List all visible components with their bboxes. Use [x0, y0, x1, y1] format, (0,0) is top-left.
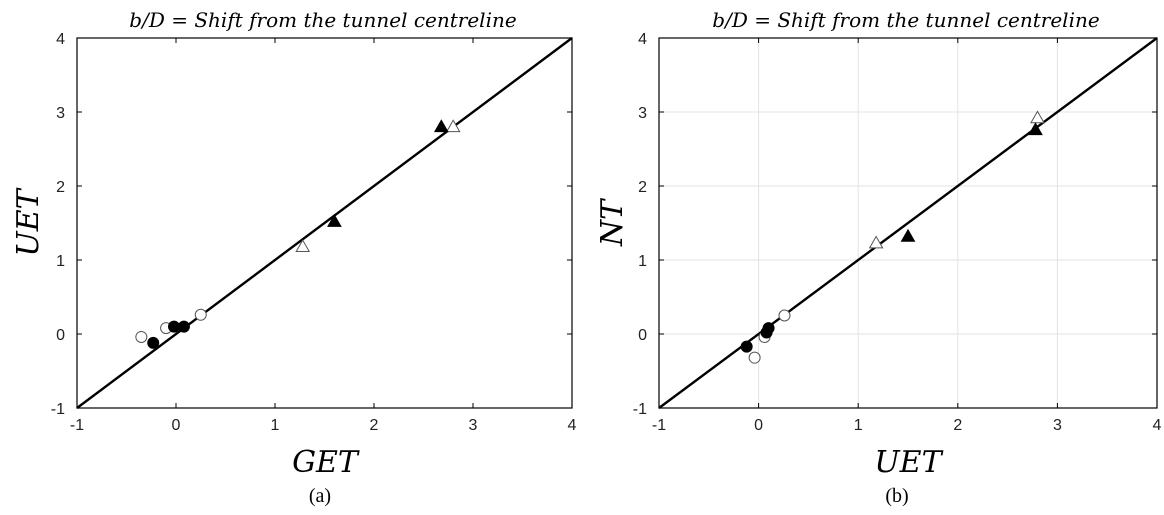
y-tick-label: 0 [56, 327, 65, 344]
y-tick-label: 2 [56, 179, 65, 196]
open-circle-point [194, 308, 207, 321]
filled-triangle-point [327, 214, 342, 227]
x-tick-label: 0 [754, 417, 763, 434]
filled-triangle-point [900, 228, 916, 242]
filled-triangle-point [1028, 122, 1043, 136]
filled-circle-point [168, 320, 181, 333]
chart-b-title: b/D = Shift from the tunnel centreline [712, 8, 1099, 32]
chart-a-title: b/D = Shift from the tunnel centreline [129, 8, 516, 32]
chart-a-y-tick-labels: -1 0 1 2 3 4 [51, 31, 65, 418]
filled-circle-point [740, 340, 753, 353]
chart-panel-a: b/D = Shift from the tunnel centreline -… [11, 8, 577, 507]
chart-b-x-tick-labels: -1 0 1 2 3 4 [652, 417, 1162, 434]
chart-a-x-tick-labels: -1 0 1 2 3 4 [70, 417, 577, 434]
chart-b-caption: (b) [885, 485, 908, 507]
chart-a-plot-frame [76, 37, 573, 409]
y-tick-label: 1 [56, 253, 65, 270]
chart-a-points [135, 119, 461, 349]
y-tick-label: 3 [638, 105, 647, 122]
chart-b-reference-line [658, 37, 1158, 409]
open-triangle-point [1030, 110, 1045, 124]
y-tick-label: 4 [56, 31, 65, 48]
filled-triangle-point [433, 119, 449, 133]
x-tick-label: 1 [854, 417, 863, 434]
x-tick-label: 3 [469, 417, 478, 434]
open-triangle-point [868, 235, 884, 249]
y-tick-label: 1 [638, 253, 647, 270]
chart-a-reference-line [76, 37, 573, 409]
x-tick-label: 0 [172, 417, 181, 434]
x-tick-label: -1 [70, 417, 84, 434]
filled-circle-point [177, 320, 190, 333]
chart-b-grid [659, 38, 1157, 408]
open-circle-point [748, 351, 761, 364]
x-tick-label: 2 [953, 417, 962, 434]
chart-b-ticks [658, 37, 1158, 409]
chart-b-plot-frame [658, 37, 1158, 409]
chart-b-points [740, 110, 1045, 364]
filled-circle-point [147, 336, 160, 349]
y-tick-label: 4 [638, 31, 647, 48]
x-tick-label: 1 [271, 417, 280, 434]
chart-panel-b: b/D = Shift from the tunnel centreline -… [595, 8, 1162, 507]
open-circle-point [778, 309, 791, 322]
x-tick-label: 2 [370, 417, 379, 434]
chart-a-y-axis-label: UET [11, 187, 46, 256]
open-triangle-point [295, 239, 311, 253]
x-tick-label: 3 [1053, 417, 1062, 434]
chart-a-caption: (a) [309, 485, 331, 507]
chart-b-x-axis-label: UET [874, 445, 943, 480]
chart-b-y-axis-label: NT [595, 198, 630, 247]
x-tick-label: -1 [652, 417, 666, 434]
chart-b-y-tick-labels: -1 0 1 2 3 4 [633, 31, 647, 418]
y-tick-label: -1 [51, 401, 65, 418]
y-tick-label: -1 [633, 401, 647, 418]
filled-circle-point [762, 322, 775, 335]
open-circle-point [135, 330, 148, 343]
open-triangle-point [445, 119, 461, 133]
y-tick-label: 3 [56, 105, 65, 122]
chart-a-x-axis-label: GET [292, 445, 360, 480]
x-tick-label: 4 [1153, 417, 1162, 434]
y-tick-label: 0 [638, 327, 647, 344]
chart-a-ticks [76, 37, 573, 409]
x-tick-label: 4 [568, 417, 577, 434]
y-tick-label: 2 [638, 179, 647, 196]
